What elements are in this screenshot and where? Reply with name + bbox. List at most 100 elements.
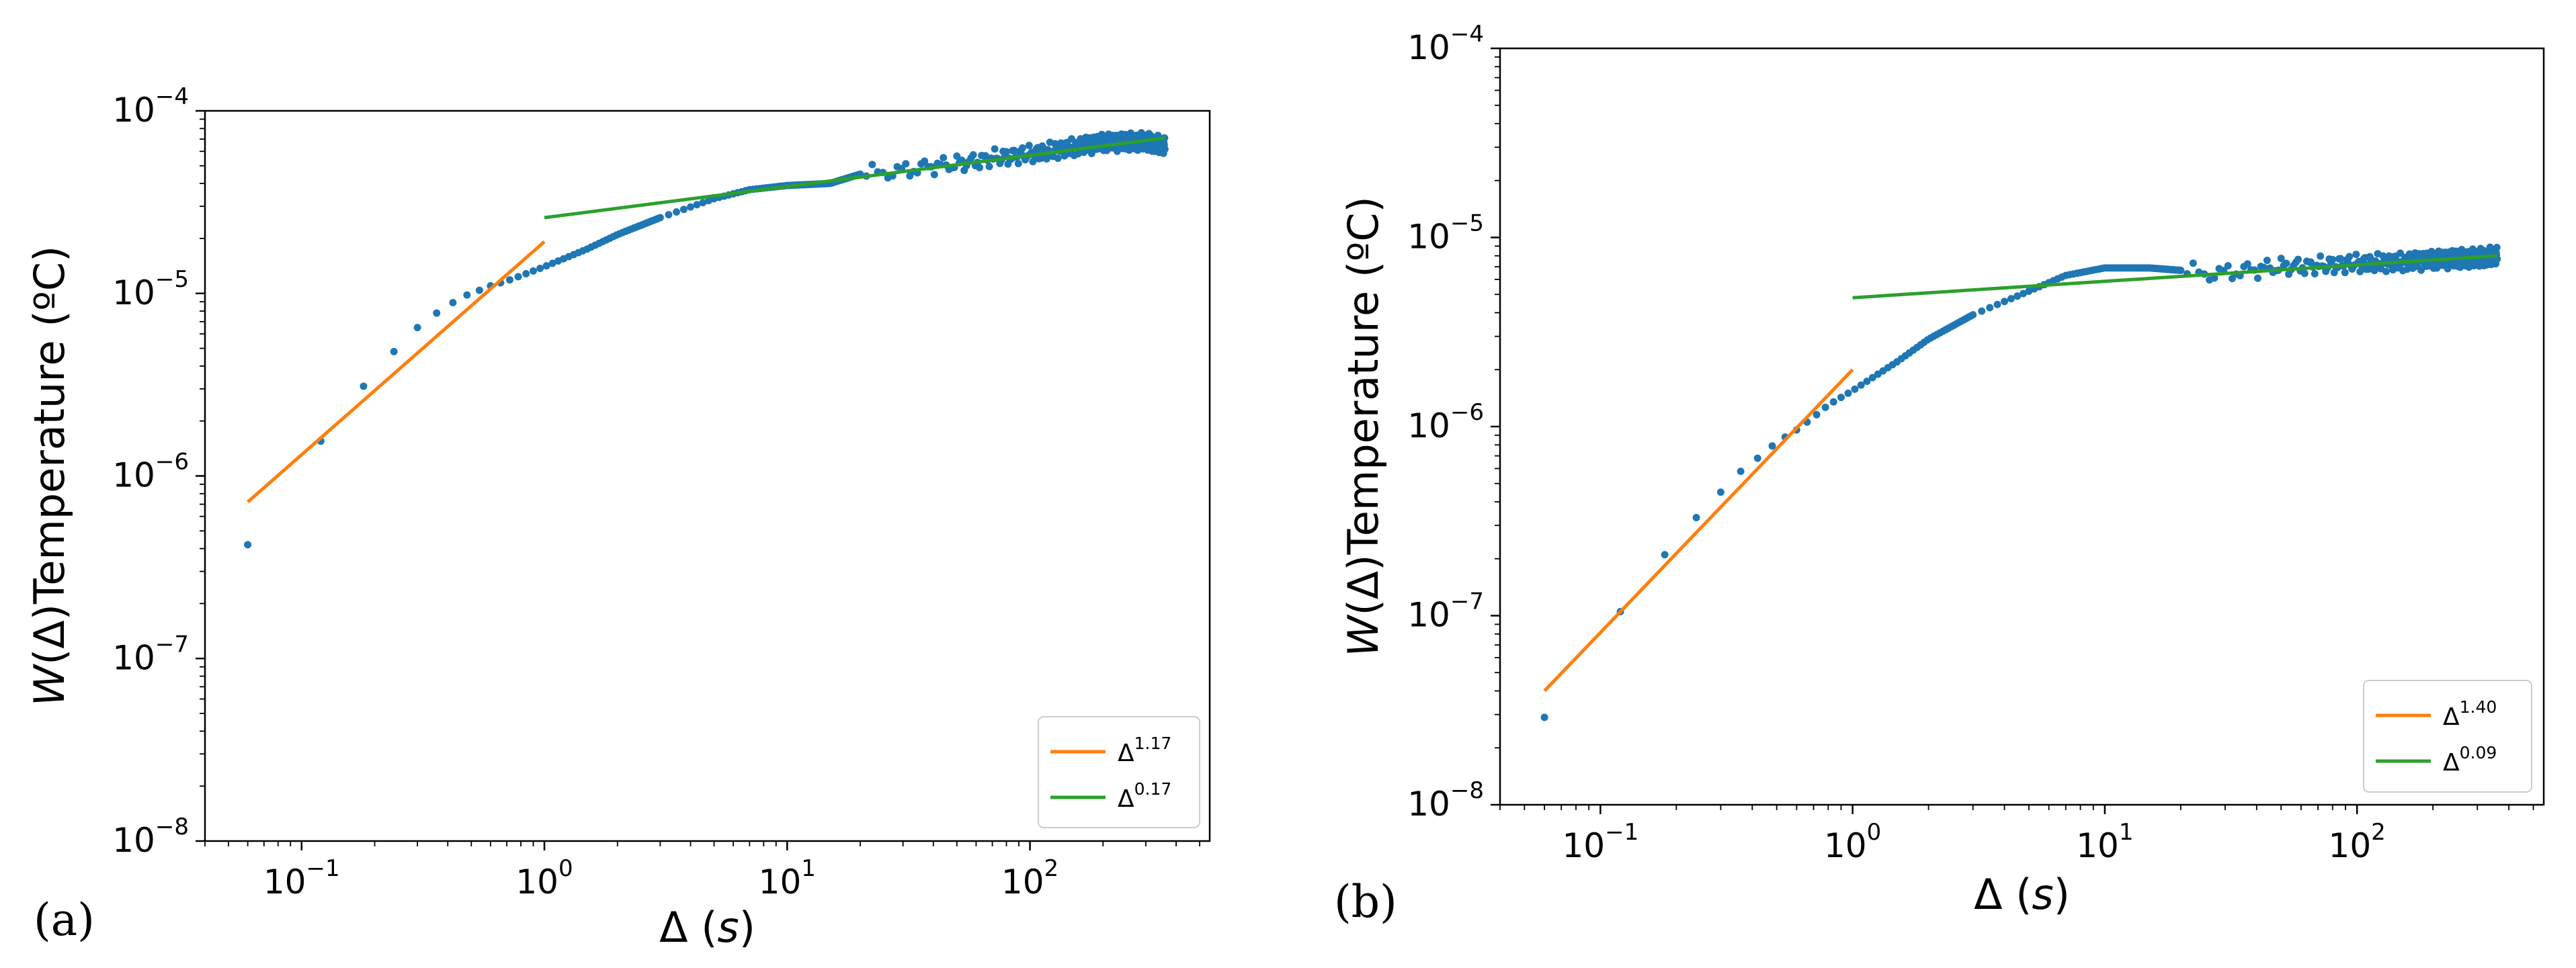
data-point <box>921 157 929 165</box>
data-point <box>1837 394 1845 402</box>
y-axis-label-text: Temperature (ºC) <box>1339 196 1388 555</box>
y-tick-exponent: −7 <box>1450 588 1484 615</box>
data-point <box>463 291 471 299</box>
data-point <box>2382 267 2390 275</box>
data-point <box>2417 266 2425 274</box>
data-point <box>1753 454 1761 462</box>
data-point <box>2341 269 2349 277</box>
data-point <box>2396 249 2404 257</box>
y-tick-base: 10 <box>1407 218 1450 257</box>
data-point <box>2243 260 2251 268</box>
legend-label-base: Δ <box>1118 740 1134 767</box>
data-point <box>2311 269 2319 277</box>
y-tick-label: 10−7 <box>1407 588 1484 635</box>
legend-label: Δ0.17 <box>1118 779 1171 813</box>
data-point <box>2300 269 2309 277</box>
plot-area <box>1540 243 2501 721</box>
x-tick-label: 10−1 <box>1562 819 1638 865</box>
data-point <box>902 160 910 168</box>
x-tick-base: 10 <box>1562 826 1605 865</box>
data-point <box>2001 298 2009 306</box>
x-axis-label-var: s <box>717 903 739 952</box>
data-point <box>2317 252 2325 260</box>
x-tick-label: 102 <box>2329 819 2386 865</box>
fit-line-2 <box>544 136 1165 220</box>
data-point <box>2329 255 2337 263</box>
data-point <box>1768 442 1776 450</box>
data-point <box>1161 145 1169 153</box>
data-point <box>1993 300 2001 308</box>
x-axis-label-open: ( <box>2016 870 2032 919</box>
legend-label-base: Δ <box>2443 749 2460 777</box>
legend-label-base: Δ <box>2443 703 2460 731</box>
y-tick-label: 10−4 <box>1407 21 1484 67</box>
panel-label: (a) <box>34 894 95 946</box>
data-point <box>2370 267 2378 275</box>
data-point <box>390 347 398 355</box>
x-tick-base: 10 <box>2076 826 2119 865</box>
data-point <box>991 145 999 153</box>
fit-line-2 <box>1852 254 2498 300</box>
data-point <box>413 324 421 332</box>
data-point <box>985 163 993 171</box>
x-tick-exponent: 0 <box>558 855 573 882</box>
data-point <box>1692 514 1700 522</box>
data-point <box>2294 255 2302 263</box>
x-tick-label: 10−1 <box>263 855 340 901</box>
x-axis-label-open: ( <box>701 903 717 952</box>
y-tick-label: 10−5 <box>112 266 189 312</box>
data-point <box>2224 262 2232 270</box>
data-point <box>542 262 550 270</box>
data-point <box>360 382 368 390</box>
x-tick-base: 10 <box>1001 863 1044 901</box>
legend-label-base: Δ <box>1118 785 1134 813</box>
y-tick-base: 10 <box>112 821 155 860</box>
y-tick-base: 10 <box>1407 785 1450 824</box>
x-tick-exponent: 2 <box>1044 855 1059 882</box>
data-point <box>665 211 673 219</box>
data-point <box>475 286 483 294</box>
data-point <box>1003 148 1011 156</box>
y-tick-exponent: −8 <box>1450 777 1484 804</box>
data-point <box>529 267 537 275</box>
data-point <box>1010 146 1018 155</box>
y-tick-exponent: −7 <box>155 631 189 658</box>
data-point <box>1540 713 1548 721</box>
data-point <box>2282 259 2290 267</box>
data-point <box>953 152 961 160</box>
y-tick-exponent: −5 <box>1450 210 1484 237</box>
plot-area <box>244 129 1169 549</box>
chart-panel-1: 10−1 100 101 10210−810−710−610−510−4Δ1.40Δ0… <box>1334 21 2545 928</box>
x-tick-label: 100 <box>1824 819 1881 865</box>
data-point <box>2277 255 2285 263</box>
y-axis-label-func: W <box>1339 614 1388 657</box>
x-tick-label: 100 <box>515 855 573 901</box>
legend-label-exponent: 1.40 <box>2460 697 2497 717</box>
data-point <box>1042 155 1050 163</box>
x-tick-label: 101 <box>2076 819 2133 865</box>
y-tick-label: 10−8 <box>112 813 189 860</box>
y-tick-base: 10 <box>1407 406 1450 445</box>
data-point <box>2263 257 2271 265</box>
data-point <box>1716 488 1725 496</box>
data-point <box>656 214 664 222</box>
x-tick-base: 10 <box>515 863 558 901</box>
x-tick-base: 10 <box>2329 826 2372 865</box>
data-point <box>1018 144 1026 152</box>
legend-label-exponent: 0.17 <box>1134 779 1172 799</box>
y-tick-label: 10−7 <box>112 631 189 677</box>
x-tick-exponent: 1 <box>801 855 816 882</box>
panel-label: (b) <box>1334 876 1397 928</box>
data-point <box>1821 403 1829 411</box>
data-point <box>969 150 977 159</box>
y-tick-exponent: −4 <box>1450 21 1484 48</box>
data-point <box>2253 274 2261 282</box>
x-tick-exponent: −1 <box>1605 819 1638 846</box>
data-point <box>505 276 513 284</box>
legend-label-exponent: 1.17 <box>1134 734 1172 753</box>
y-tick-exponent: −8 <box>155 813 189 840</box>
data-point <box>2352 251 2360 259</box>
data-point <box>2345 253 2354 261</box>
y-tick-exponent: −6 <box>1450 399 1484 426</box>
data-point <box>1054 155 1062 163</box>
